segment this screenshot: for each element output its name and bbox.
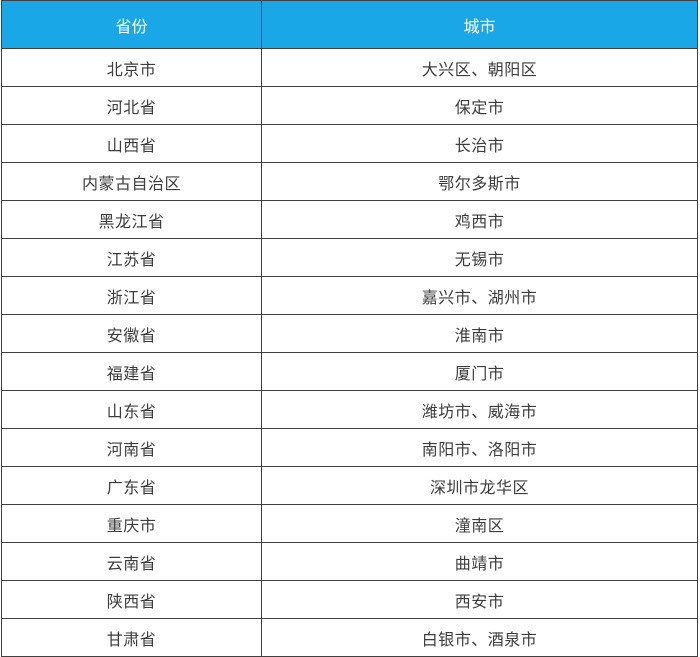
province-cell: 黑龙江省 <box>1 200 262 239</box>
table-row: 陕西省 西安市 <box>1 580 698 619</box>
header-row: 省份 城市 <box>1 0 698 49</box>
province-cell: 福建省 <box>1 352 262 391</box>
city-cell: 南阳市、洛阳市 <box>261 428 698 467</box>
province-cell: 河南省 <box>1 428 262 467</box>
province-cell: 广东省 <box>1 466 262 505</box>
column-header-province: 省份 <box>1 0 262 49</box>
table-row: 安徽省 淮南市 <box>1 314 698 353</box>
province-cell: 河北省 <box>1 86 262 125</box>
city-cell: 无锡市 <box>261 238 698 277</box>
city-cell: 西安市 <box>261 580 698 619</box>
city-cell: 鄂尔多斯市 <box>261 162 698 201</box>
province-cell: 北京市 <box>1 48 262 87</box>
city-cell: 曲靖市 <box>261 542 698 581</box>
city-cell: 嘉兴市、湖州市 <box>261 276 698 315</box>
table-row: 山东省 潍坊市、威海市 <box>1 390 698 429</box>
table-body: 北京市 大兴区、朝阳区 河北省 保定市 山西省 长治市 内蒙古自治区 鄂尔多斯市 黑龙江省 鸡西市… <box>1 48 698 657</box>
city-cell: 淮南市 <box>261 314 698 353</box>
table-row: 浙江省 嘉兴市、湖州市 <box>1 276 698 315</box>
table-row: 江苏省 无锡市 <box>1 238 698 277</box>
table-row: 北京市 大兴区、朝阳区 <box>1 48 698 87</box>
city-cell: 深圳市龙华区 <box>261 466 698 505</box>
province-cell: 陕西省 <box>1 580 262 619</box>
province-cell: 重庆市 <box>1 504 262 543</box>
province-cell: 内蒙古自治区 <box>1 162 262 201</box>
city-cell: 厦门市 <box>261 352 698 391</box>
city-cell: 长治市 <box>261 124 698 163</box>
province-cell: 云南省 <box>1 542 262 581</box>
table-row: 河北省 保定市 <box>1 86 698 125</box>
table-header: 省份 城市 <box>1 0 698 49</box>
city-cell: 潼南区 <box>261 504 698 543</box>
table-row: 河南省 南阳市、洛阳市 <box>1 428 698 467</box>
column-header-city: 城市 <box>261 0 698 49</box>
table-row: 重庆市 潼南区 <box>1 504 698 543</box>
city-cell: 潍坊市、威海市 <box>261 390 698 429</box>
province-cell: 浙江省 <box>1 276 262 315</box>
table-row: 山西省 长治市 <box>1 124 698 163</box>
city-cell: 保定市 <box>261 86 698 125</box>
province-cell: 安徽省 <box>1 314 262 353</box>
city-cell: 大兴区、朝阳区 <box>261 48 698 87</box>
table-row: 福建省 厦门市 <box>1 352 698 391</box>
table-row: 云南省 曲靖市 <box>1 542 698 581</box>
table-row: 黑龙江省 鸡西市 <box>1 200 698 239</box>
table-row: 内蒙古自治区 鄂尔多斯市 <box>1 162 698 201</box>
province-cell: 山东省 <box>1 390 262 429</box>
province-cell: 甘肃省 <box>1 618 262 657</box>
city-cell: 鸡西市 <box>261 200 698 239</box>
province-cell: 江苏省 <box>1 238 262 277</box>
table-row: 甘肃省 白银市、酒泉市 <box>1 618 698 657</box>
table-row: 广东省 深圳市龙华区 <box>1 466 698 505</box>
city-cell: 白银市、酒泉市 <box>261 618 698 657</box>
province-cell: 山西省 <box>1 124 262 163</box>
